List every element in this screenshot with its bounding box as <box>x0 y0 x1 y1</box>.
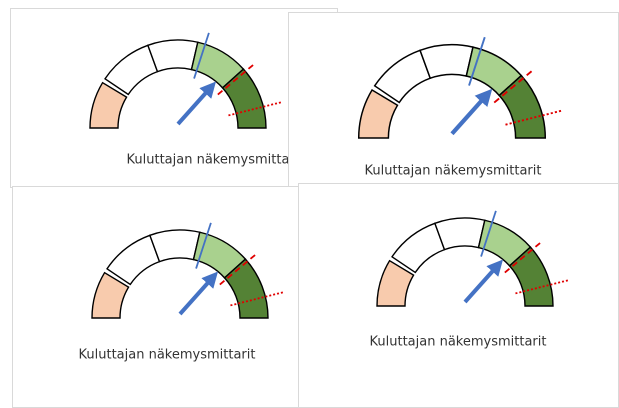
needle <box>450 88 493 136</box>
needle <box>463 259 504 304</box>
gauge <box>91 222 284 319</box>
gauge-segment <box>419 43 474 80</box>
gauge-segment <box>498 74 547 139</box>
threshold-dotted <box>505 109 562 126</box>
card-frame <box>288 12 619 194</box>
threshold-dashed <box>219 251 259 286</box>
threshold-dashed <box>217 61 257 96</box>
gauge-segment <box>434 217 486 251</box>
threshold-dashed <box>493 67 536 104</box>
target-line <box>468 36 486 86</box>
caption: Kuluttajan näkemysmittarit <box>127 153 304 168</box>
card-frame <box>10 8 338 188</box>
gauge-segment <box>357 88 399 139</box>
threshold-dotted <box>515 279 569 295</box>
gauge <box>376 210 569 307</box>
gauge-segment <box>376 259 415 307</box>
target-line <box>195 222 212 269</box>
needle <box>176 81 217 126</box>
gauge-segment <box>223 258 269 319</box>
threshold-dashed <box>504 239 544 274</box>
slide-card: Kuluttajan näkemysmittarit <box>288 12 619 194</box>
gauge-segment <box>89 81 128 129</box>
caption: Kuluttajan näkemysmittarit <box>79 348 256 363</box>
target-line <box>193 32 210 79</box>
caption: Kuluttajan näkemysmittarit <box>370 335 547 350</box>
gauge <box>89 32 282 129</box>
gauge-segment <box>149 229 201 263</box>
card-frame <box>298 183 619 408</box>
gauge-segment <box>508 246 554 307</box>
gauge-segment <box>147 39 199 73</box>
target-line <box>480 210 497 257</box>
slide-card: Kuluttajan näkemysmittarit <box>10 8 338 188</box>
slide-card: Kuluttajan näkemysmittarit <box>12 186 307 408</box>
needle <box>178 271 219 316</box>
caption: Kuluttajan näkemysmittarit <box>365 164 542 179</box>
gauge-segment <box>221 68 267 129</box>
threshold-dotted <box>230 291 284 307</box>
gauge <box>357 36 562 139</box>
gauge-segment <box>91 271 130 319</box>
threshold-dotted <box>228 101 282 117</box>
slide-card: Kuluttajan näkemysmittarit <box>298 183 619 408</box>
